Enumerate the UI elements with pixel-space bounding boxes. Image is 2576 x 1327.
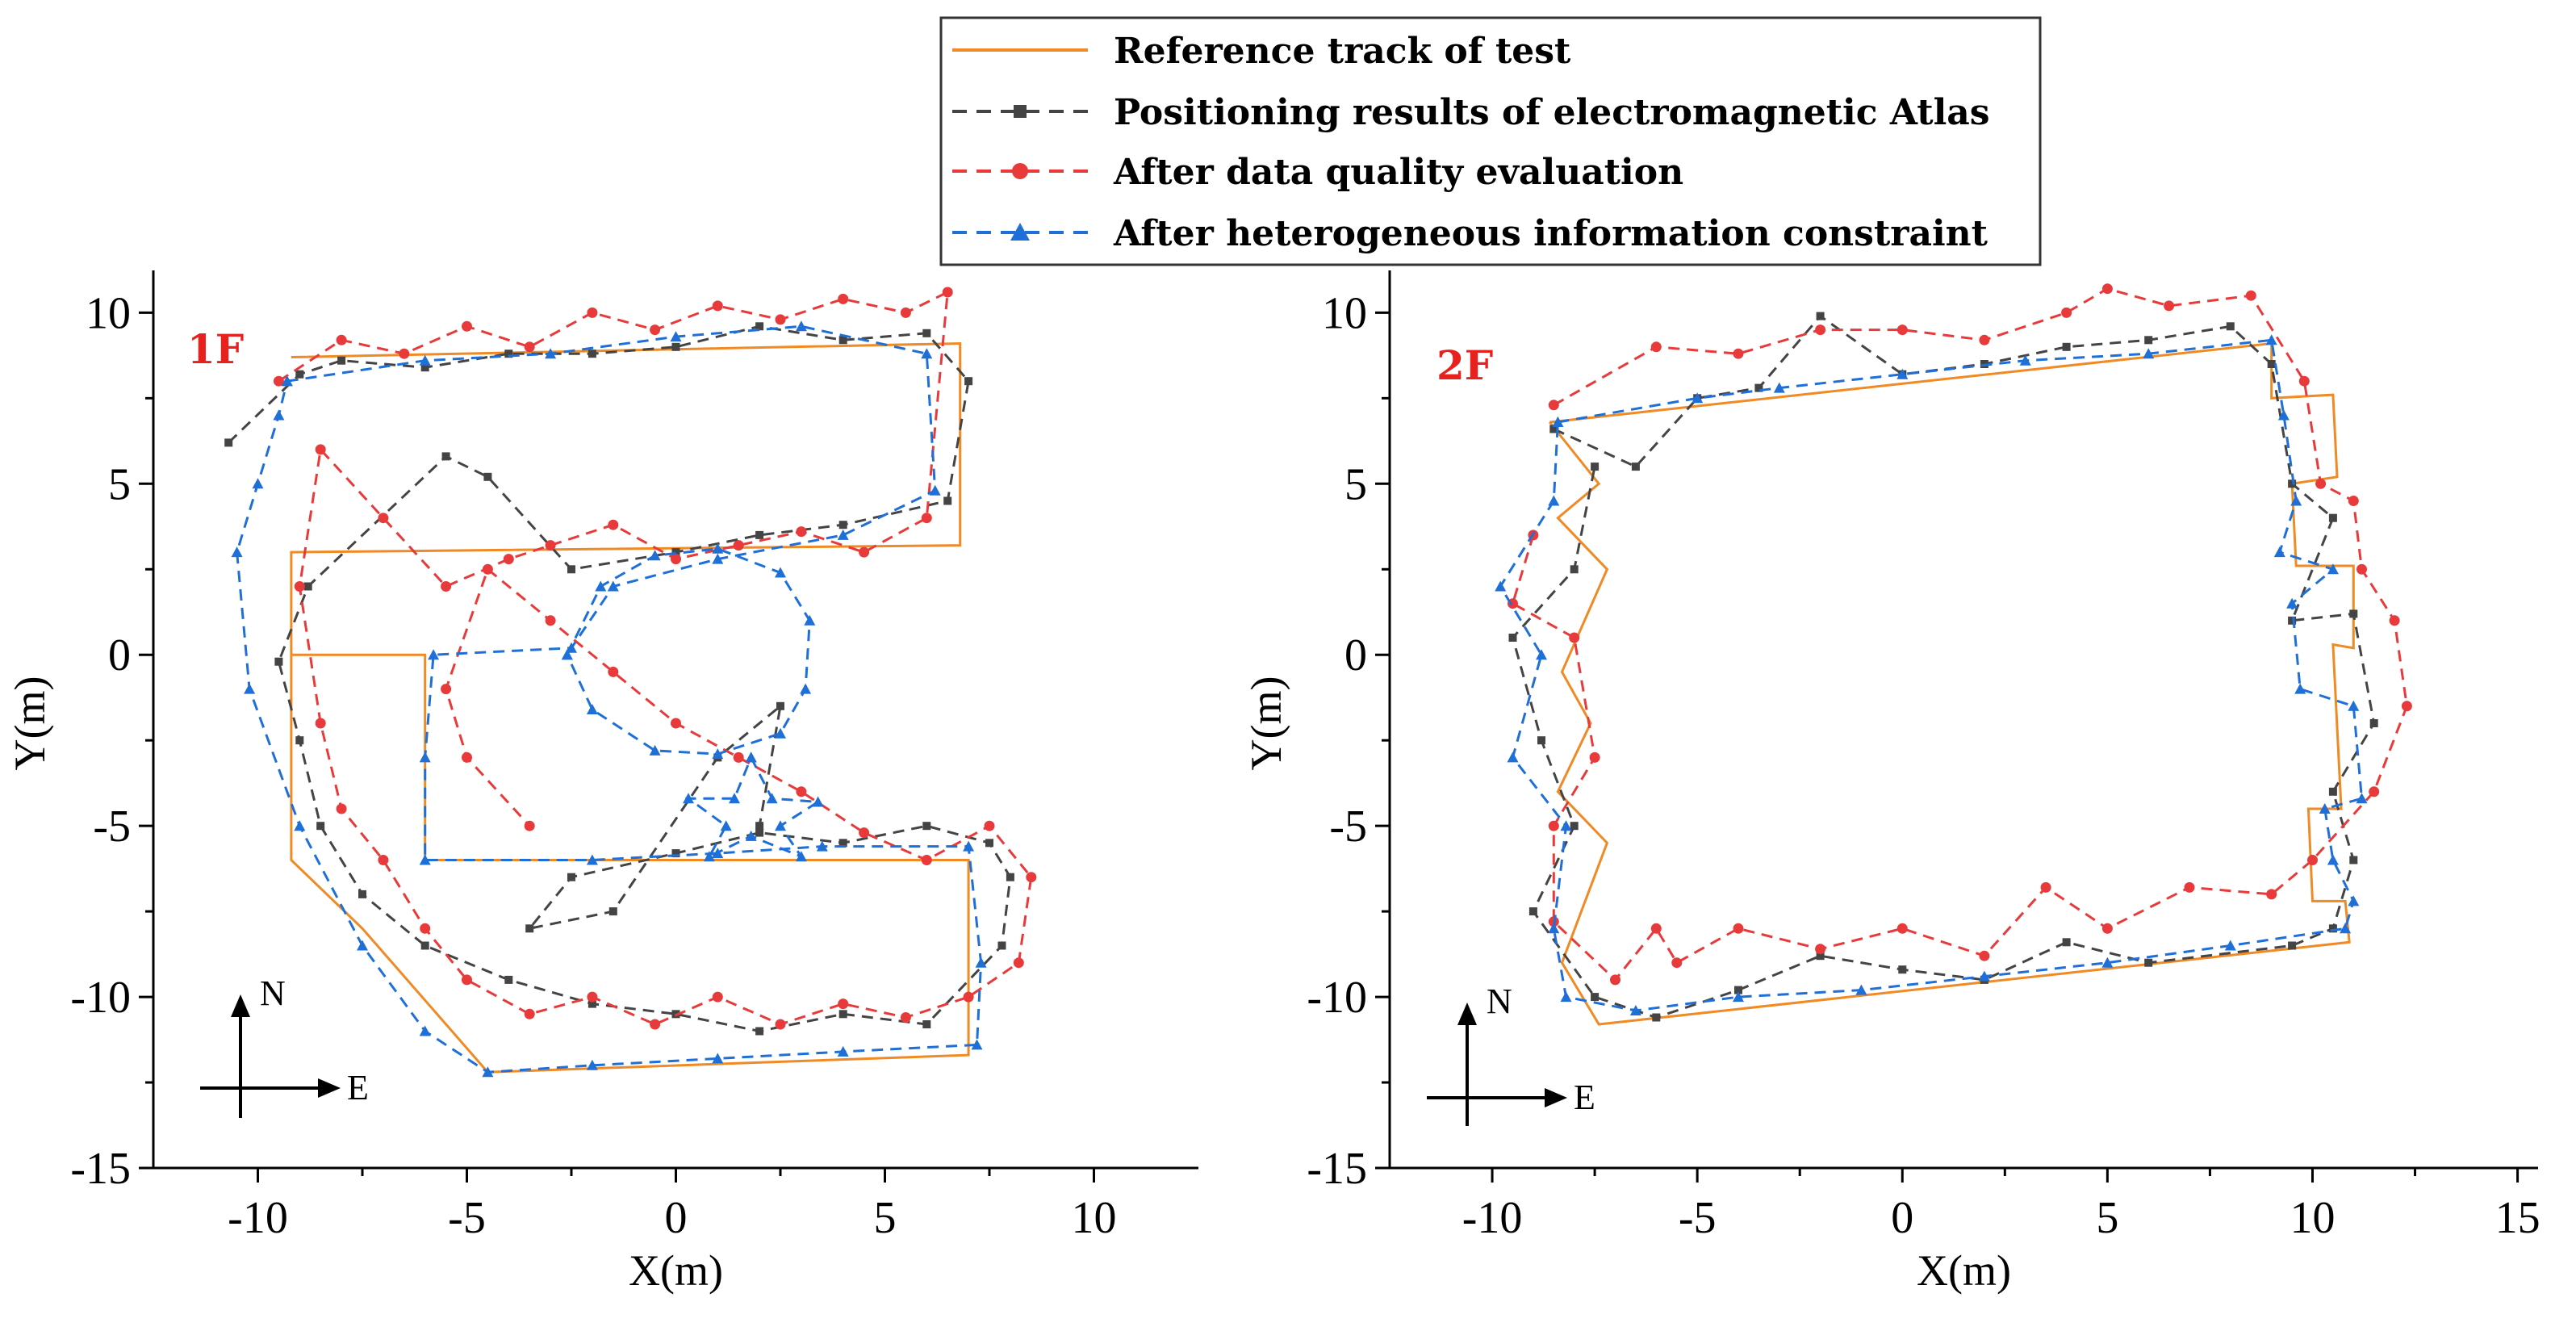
compass-north-label: N [260,973,286,1013]
x-tick-label: 5 [2096,1193,2118,1243]
panel-2f-compass: N E [1427,982,1595,1126]
panel-1f-axes: -10 -5 0 5 10 -15 -10 -5 0 5 10 X(m) Y(m) [6,270,1198,1295]
legend-label-reference: Reference track of test [1114,31,1571,72]
legend-marker-atlas [1014,105,1027,118]
x-tick-label: 15 [2495,1193,2540,1243]
panel-2f-axes: -10 -5 0 5 10 15 -15 -10 -5 0 5 10 X(m) Y(m) [1242,270,2540,1295]
series-line-0-1 [224,322,1014,1036]
x-tick-label: 10 [2290,1193,2335,1243]
y-tick-label: 10 [1322,288,1367,338]
y-tick-label: 0 [1344,630,1367,680]
series-line-0-4 [561,542,816,760]
y-axis-title: Y(m) [1242,676,1290,771]
series-line-0-5 [683,751,824,862]
y-tick-label: 5 [1344,459,1367,509]
y-tick-label: -10 [1307,973,1367,1023]
panel-1f-series [224,287,1037,1078]
x-tick-label: 10 [1072,1193,1117,1243]
panel-1f-label: 1F [187,325,244,373]
legend-box [939,16,2042,266]
compass-east-label: E [347,1068,369,1107]
panel-1f-compass: N E [200,973,369,1118]
x-tick-label: -5 [448,1193,486,1243]
series-line-1-2 [1508,283,2412,986]
x-axis-title: X(m) [629,1246,723,1295]
compass-east-label: E [1574,1078,1595,1117]
compass-north-label: N [1487,982,1512,1021]
y-tick-label: -15 [70,1144,131,1194]
y-tick-label: -10 [70,973,131,1023]
legend-marker-constraint [1010,223,1030,241]
y-tick-label: -5 [93,802,131,852]
legend-marker-quality [1012,163,1028,179]
series-line-0-3 [231,320,987,1078]
series-line-1-1 [1508,312,2378,1022]
legend: Reference track of test Positioning resu… [939,16,2042,266]
panel-1f: -10 -5 0 5 10 -15 -10 -5 0 5 10 X(m) Y(m) 1F N E [6,270,1198,1295]
legend-label-quality: After data quality evaluation [1113,152,1683,193]
y-tick-label: 10 [86,288,131,338]
x-tick-label: 0 [1891,1193,1913,1243]
panel-2f: -10 -5 0 5 10 15 -15 -10 -5 0 5 10 X(m) Y(m) 2F N E [1242,270,2540,1295]
y-tick-label: -5 [1329,802,1367,852]
panel-2f-series [1495,283,2412,1026]
x-tick-label: -10 [228,1193,288,1243]
y-tick-label: 5 [108,459,131,509]
y-tick-label: -15 [1307,1144,1367,1194]
x-tick-label: -10 [1462,1193,1523,1243]
x-tick-label: 5 [874,1193,897,1243]
y-tick-label: 0 [108,630,131,680]
y-axis-title: Y(m) [6,676,54,771]
legend-label-atlas: Positioning results of electromagnetic A… [1114,92,1990,133]
series-line-1-0 [1549,341,2355,1026]
series-line-0-0 [290,341,970,1074]
series-line-0-2 [273,287,1037,1030]
series-line-1-3 [1495,334,2368,1015]
x-tick-label: -5 [1679,1193,1717,1243]
x-axis-title: X(m) [1917,1246,2011,1295]
panel-2f-label: 2F [1436,341,1493,389]
legend-label-constraint: After heterogeneous information constrai… [1113,213,1988,254]
x-tick-label: 0 [665,1193,688,1243]
